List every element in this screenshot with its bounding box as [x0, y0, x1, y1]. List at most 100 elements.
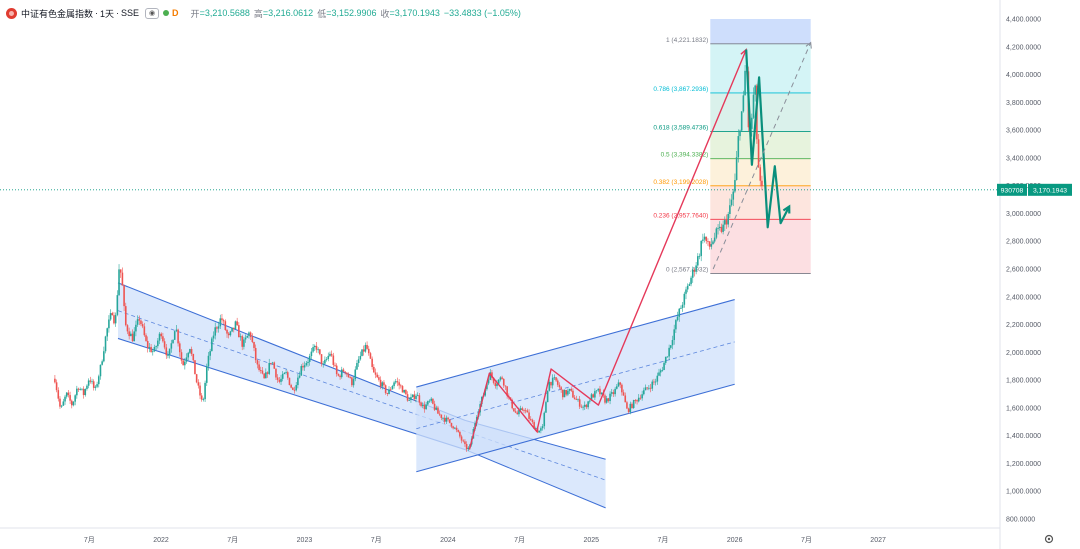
candle-body: [513, 408, 515, 412]
candle-body: [570, 388, 573, 391]
parallel-channels[interactable]: [117, 282, 735, 509]
visibility-eye-icon[interactable]: ◉: [145, 7, 160, 19]
candle-body: [442, 417, 444, 419]
candle-body: [251, 336, 254, 342]
y-tick-label: 1,800.0000: [1006, 378, 1041, 385]
candle-body: [347, 374, 350, 378]
candle-body: [108, 319, 110, 329]
candle-body: [401, 386, 404, 393]
fibonacci-retracement[interactable]: 1 (4,221.1832) 0.786 (3,867.2936) 0.618 (3…: [653, 19, 811, 274]
fib-level-label: 0.5 (3,394.3382): [661, 152, 709, 159]
candle-body: [427, 401, 429, 405]
candle-body: [688, 284, 691, 286]
candle-body: [69, 395, 71, 401]
candle-body: [577, 399, 579, 401]
candle-body: [573, 397, 576, 400]
candle-body: [173, 331, 176, 340]
candle-body: [597, 388, 600, 391]
candle-body: [737, 136, 740, 158]
candle-body: [651, 381, 654, 389]
candle-body: [452, 426, 454, 429]
candle-body: [138, 319, 141, 321]
candle-body: [232, 327, 235, 330]
price-tag-symbol-bg: [997, 183, 1027, 196]
candle-body: [74, 395, 76, 402]
candle-body: [494, 382, 497, 387]
candle-body: [761, 180, 763, 187]
high-label: 高: [253, 8, 263, 19]
candle-body: [518, 410, 520, 415]
wave-annotations[interactable]: [468, 41, 812, 450]
y-tick-label: 1,400.0000: [1006, 433, 1041, 440]
candle-body: [256, 360, 259, 365]
candle-body: [136, 319, 139, 325]
channel-lower-line[interactable]: [117, 337, 466, 451]
x-tick-label: 2023: [297, 537, 313, 544]
candle-body: [60, 405, 63, 407]
channel-fill[interactable]: [118, 282, 466, 450]
candle-body: [678, 308, 681, 317]
candle-body: [594, 391, 596, 398]
candle-body: [555, 377, 557, 381]
candle-body: [371, 358, 373, 367]
candle-body: [425, 404, 427, 410]
interval-label[interactable]: 1天: [100, 8, 115, 19]
candle-body: [454, 427, 456, 429]
channel-upper-line[interactable]: [416, 299, 735, 388]
candle-body: [691, 269, 694, 278]
candle-body: [605, 398, 608, 403]
candle-body: [418, 395, 421, 403]
candle-body: [487, 379, 490, 384]
candle-body: [614, 388, 616, 395]
candle-body: [332, 355, 335, 365]
channel-lower-line[interactable]: [416, 383, 735, 473]
candle-body: [361, 349, 363, 356]
x-tick-label: 7月: [658, 536, 669, 544]
candle-body: [459, 431, 461, 437]
candle-body: [759, 167, 762, 181]
candle-body: [265, 372, 267, 379]
candle-body: [751, 117, 753, 129]
candle-body: [130, 333, 132, 337]
candle-body: [516, 412, 519, 415]
fib-zone: [710, 219, 811, 274]
candle-body: [398, 382, 400, 386]
candle-body: [150, 346, 152, 353]
candle-body: [342, 369, 345, 372]
symbol-title[interactable]: 中证有色金属指数: [21, 8, 94, 19]
candle-body: [121, 272, 124, 286]
candle-body: [698, 255, 701, 257]
candle-body: [81, 388, 83, 390]
candle-body: [668, 347, 670, 357]
candle-body: [735, 157, 738, 181]
candle-body: [322, 363, 325, 365]
candle-body: [111, 313, 114, 316]
candle-body: [394, 381, 397, 383]
wave-path-green[interactable]: [745, 49, 791, 229]
candle-body: [675, 320, 677, 330]
candle-body: [585, 404, 588, 408]
y-tick-label: 2,000.0000: [1006, 350, 1041, 357]
candle-body: [637, 397, 640, 402]
candle-body: [381, 382, 384, 387]
candle-body: [209, 351, 211, 356]
wave-path-red[interactable]: [468, 49, 747, 450]
candle-body: [707, 241, 709, 242]
candle-body: [400, 385, 402, 387]
x-tick-label: 2022: [153, 537, 169, 544]
candle-body: [448, 419, 451, 423]
candle-body: [62, 401, 65, 406]
candle-body: [229, 331, 232, 336]
channel-extension-lower[interactable]: [464, 449, 606, 509]
candle-body: [744, 70, 746, 96]
y-tick-label: 2,800.0000: [1006, 239, 1041, 246]
candle-body: [411, 394, 414, 398]
price-tag-symbol: 930708: [1001, 187, 1024, 194]
gear-icon[interactable]: [1044, 534, 1054, 544]
candle-body: [524, 410, 527, 412]
highlight-box[interactable]: [710, 19, 811, 44]
candle-body: [501, 377, 503, 379]
candle-body: [693, 269, 696, 272]
y-tick-label: 1,000.0000: [1006, 489, 1041, 496]
